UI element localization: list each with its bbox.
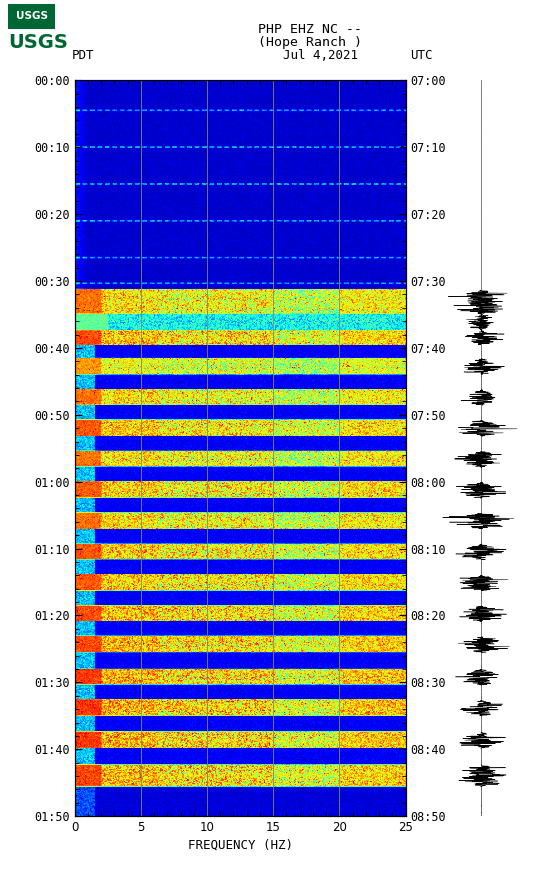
Text: UTC: UTC <box>410 49 433 62</box>
Text: PDT: PDT <box>72 49 94 62</box>
Text: PHP EHZ NC --: PHP EHZ NC -- <box>258 22 363 36</box>
Text: (Hope Ranch ): (Hope Ranch ) <box>258 36 363 49</box>
Text: USGS: USGS <box>16 11 47 21</box>
X-axis label: FREQUENCY (HZ): FREQUENCY (HZ) <box>188 838 293 851</box>
Text: USGS: USGS <box>8 33 68 52</box>
Text: Jul 4,2021: Jul 4,2021 <box>283 49 358 62</box>
